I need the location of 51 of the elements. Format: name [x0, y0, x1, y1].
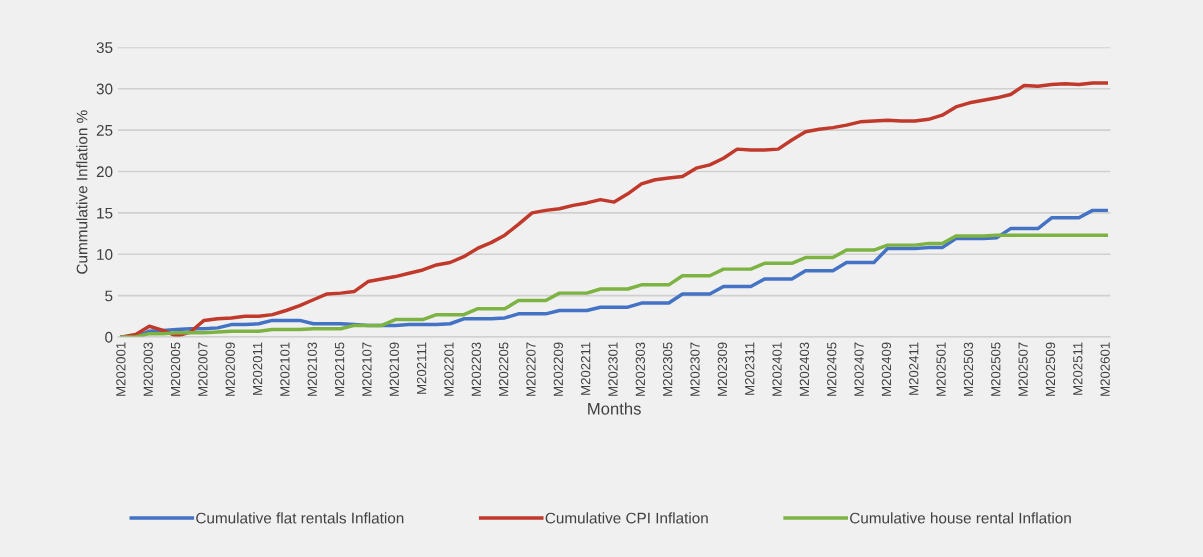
x-tick-label: M202409 [881, 342, 892, 396]
x-tick-label: M202201 [444, 342, 454, 396]
x-tick-label: M202307 [690, 342, 700, 396]
y-axis-title: Cummulative Inflation % [76, 110, 88, 274]
x-tick-label: M202411 [909, 342, 919, 395]
line-series [120, 233, 1109, 337]
x-tick-label: M202105 [334, 342, 345, 396]
legend-label: Cumulative house rental Inflation [850, 512, 1071, 524]
x-tick-label: M202103 [307, 342, 317, 396]
x-tick-label: M202511 [1073, 342, 1083, 395]
x-tick-label: M202405 [827, 342, 837, 396]
x-tick-label: M202211 [580, 342, 591, 395]
x-tick-label: M202203 [471, 342, 481, 396]
x-tick-label: M202407 [854, 342, 864, 396]
x-tick-label: M202001 [116, 342, 126, 396]
x-tick-label: M202309 [717, 342, 728, 396]
x-tick-label: M202507 [1018, 342, 1028, 396]
x-tick-label: M202311 [745, 342, 755, 395]
y-tick-label: 20 [96, 166, 113, 178]
x-tick-label: M202101 [280, 342, 290, 396]
x-tick-label: M202305 [663, 342, 673, 396]
legend-label: Cumulative CPI Inflation [545, 512, 708, 524]
x-axis-title: Months [588, 402, 641, 415]
x-tick-label: M202111 [416, 342, 427, 394]
y-tick-label: 15 [97, 207, 113, 219]
x-tick-label: M202011 [252, 342, 263, 395]
y-tick-label: 0 [105, 331, 113, 343]
x-tick-label: M202503 [963, 342, 974, 396]
x-tick-label: M202401 [772, 342, 782, 396]
x-tick-label: M202109 [389, 342, 399, 396]
legend-label: Cumulative flat rentals Inflation [196, 512, 404, 524]
y-tick-label: 30 [96, 83, 113, 95]
x-tick-label: M202005 [170, 342, 181, 396]
x-tick-label: M202205 [498, 342, 509, 396]
x-tick-label: M202007 [198, 342, 208, 396]
x-tick-label: M202505 [991, 342, 1001, 396]
x-tick-label: M202107 [362, 342, 372, 396]
x-tick-label: M202509 [1045, 342, 1056, 396]
x-tick-label: M202209 [553, 342, 563, 396]
x-tick-label: M202009 [225, 342, 235, 396]
y-tick-label: 25 [96, 124, 113, 136]
x-tick-label: M202003 [143, 342, 153, 396]
y-tick-label: 5 [105, 290, 113, 302]
x-tick-label: M202501 [936, 342, 946, 396]
x-tick-label: M202207 [526, 342, 536, 396]
x-tick-label: M202301 [608, 342, 618, 396]
x-tick-label: M202303 [635, 342, 646, 396]
x-tick-label: M202601 [1100, 342, 1110, 396]
y-tick-label: 35 [96, 42, 113, 54]
x-tick-label: M202403 [799, 342, 810, 396]
y-tick-label: 10 [97, 249, 113, 260]
